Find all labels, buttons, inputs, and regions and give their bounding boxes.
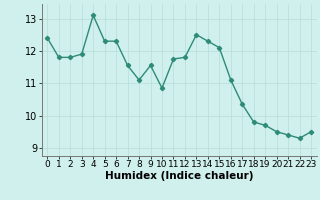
X-axis label: Humidex (Indice chaleur): Humidex (Indice chaleur) [105, 171, 253, 181]
